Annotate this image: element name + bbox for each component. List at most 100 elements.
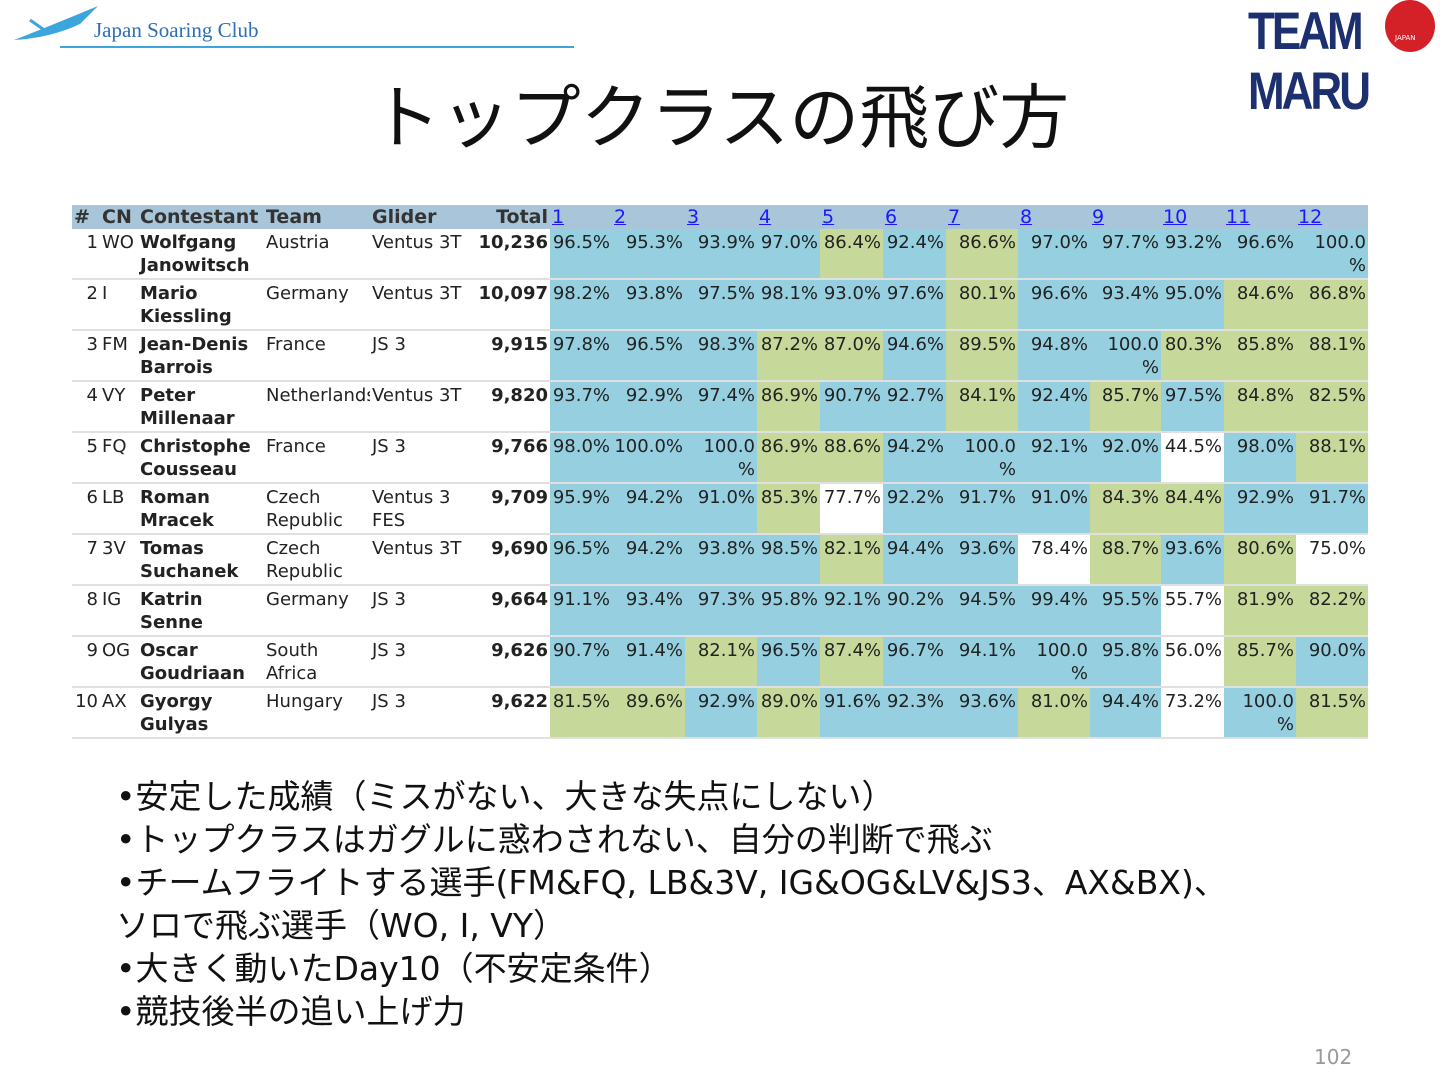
day-cell: 95.0% bbox=[1161, 279, 1224, 331]
day-link[interactable]: 3 bbox=[687, 206, 700, 228]
day-cell: 91.1% bbox=[550, 585, 612, 637]
day-cell: 95.8% bbox=[757, 585, 820, 637]
day-header: 6 bbox=[883, 205, 946, 229]
total-cell: 10,236 bbox=[464, 229, 550, 280]
column-header: CN bbox=[100, 205, 138, 229]
day-cell: 90.7% bbox=[550, 636, 612, 688]
glider-cell: JS 3 bbox=[370, 636, 464, 688]
day-cell: 90.0% bbox=[1296, 636, 1368, 688]
day-cell: 96.6% bbox=[1018, 279, 1090, 331]
bullet-item: ソロで飛ぶ選手（WO, I, VY） bbox=[116, 906, 567, 945]
day-cell: 97.4% bbox=[685, 381, 757, 433]
day-link[interactable]: 7 bbox=[948, 206, 961, 228]
column-header: Team bbox=[264, 205, 370, 229]
day-cell: 98.1% bbox=[757, 279, 820, 331]
day-cell: 84.4% bbox=[1161, 483, 1224, 535]
contestant-cell: Roman Mracek bbox=[138, 483, 264, 535]
day-cell: 85.3% bbox=[757, 483, 820, 535]
glider-cell: Ventus 3T bbox=[370, 381, 464, 433]
total-cell: 9,626 bbox=[464, 636, 550, 688]
day-cell: 93.4% bbox=[612, 585, 685, 637]
contestant-cell: Gyorgy Gulyas bbox=[138, 687, 264, 739]
day-link[interactable]: 4 bbox=[759, 206, 772, 228]
day-cell: 92.3% bbox=[883, 687, 946, 739]
day-cell: 86.9% bbox=[757, 381, 820, 433]
rank-cell: 8 bbox=[72, 585, 100, 637]
day-cell: 97.5% bbox=[685, 279, 757, 331]
team-cell: Hungary bbox=[264, 687, 370, 739]
day-cell: 94.2% bbox=[612, 534, 685, 586]
day-cell: 93.0% bbox=[820, 279, 883, 331]
cn-cell: 3V bbox=[100, 534, 138, 586]
day-header: 9 bbox=[1090, 205, 1161, 229]
day-cell: 100.0% bbox=[946, 432, 1018, 484]
day-cell: 44.5% bbox=[1161, 432, 1224, 484]
day-cell: 99.4% bbox=[1018, 585, 1090, 637]
page-number: 102 bbox=[1314, 1045, 1353, 1069]
day-link[interactable]: 1 bbox=[552, 206, 565, 228]
results-table: # CN Contestant Team Glider Total 1 2 3 4 5 6 7 8 9 10 1… bbox=[72, 205, 1368, 739]
day-cell: 97.8% bbox=[550, 330, 612, 382]
cn-cell: I bbox=[100, 279, 138, 331]
day-header: 4 bbox=[757, 205, 820, 229]
day-cell: 93.8% bbox=[612, 279, 685, 331]
day-cell: 93.6% bbox=[946, 534, 1018, 586]
day-link[interactable]: 6 bbox=[885, 206, 898, 228]
day-cell: 80.1% bbox=[946, 279, 1018, 331]
logo-text: Japan Soaring Club bbox=[94, 18, 259, 42]
cn-cell: AX bbox=[100, 687, 138, 739]
day-cell: 96.5% bbox=[550, 534, 612, 586]
total-cell: 9,709 bbox=[464, 483, 550, 535]
day-cell: 89.0% bbox=[757, 687, 820, 739]
logo-rule bbox=[60, 46, 574, 48]
day-cell: 86.9% bbox=[757, 432, 820, 484]
day-cell: 91.0% bbox=[685, 483, 757, 535]
table-row: 4 VY Peter Millenaar Netherlands Ventus 3T 9,… bbox=[72, 381, 1368, 433]
total-cell: 10,097 bbox=[464, 279, 550, 331]
team-cell: France bbox=[264, 432, 370, 484]
day-link[interactable]: 8 bbox=[1020, 206, 1033, 228]
day-link[interactable]: 5 bbox=[822, 206, 835, 228]
day-link[interactable]: 9 bbox=[1092, 206, 1105, 228]
contestant-cell: Wolfgang Janowitsch bbox=[138, 229, 264, 280]
day-cell: 84.6% bbox=[1224, 279, 1296, 331]
day-cell: 97.7% bbox=[1090, 229, 1161, 280]
day-cell: 88.7% bbox=[1090, 534, 1161, 586]
day-link[interactable]: 12 bbox=[1298, 206, 1323, 228]
glider-cell: JS 3 bbox=[370, 432, 464, 484]
day-cell: 81.0% bbox=[1018, 687, 1090, 739]
day-cell: 94.2% bbox=[883, 432, 946, 484]
day-cell: 100.0% bbox=[612, 432, 685, 484]
logo-badge: JAPAN bbox=[1385, 0, 1435, 52]
day-header: 2 bbox=[612, 205, 685, 229]
day-cell: 94.6% bbox=[883, 330, 946, 382]
bullet-item: •大きく動いたDay10（不安定条件） bbox=[116, 949, 672, 988]
day-link[interactable]: 11 bbox=[1226, 206, 1251, 228]
day-cell: 92.2% bbox=[883, 483, 946, 535]
day-cell: 85.8% bbox=[1224, 330, 1296, 382]
rank-cell: 3 bbox=[72, 330, 100, 382]
column-header: Total bbox=[464, 205, 550, 229]
logo-right: TEAM MARU JAPAN bbox=[1240, 0, 1440, 121]
rank-cell: 5 bbox=[72, 432, 100, 484]
team-cell: Czech Republic bbox=[264, 534, 370, 586]
day-cell: 93.9% bbox=[685, 229, 757, 280]
team-cell: South Africa bbox=[264, 636, 370, 688]
day-cell: 55.7% bbox=[1161, 585, 1224, 637]
day-cell: 87.4% bbox=[820, 636, 883, 688]
day-link[interactable]: 2 bbox=[614, 206, 627, 228]
day-cell: 84.1% bbox=[946, 381, 1018, 433]
day-cell: 56.0% bbox=[1161, 636, 1224, 688]
contestant-cell: Katrin Senne bbox=[138, 585, 264, 637]
day-cell: 90.2% bbox=[883, 585, 946, 637]
table-row: 6 LB Roman Mracek Czech Republic Ventus 3 FE… bbox=[72, 483, 1368, 535]
day-link[interactable]: 10 bbox=[1163, 206, 1188, 228]
day-cell: 88.1% bbox=[1296, 432, 1368, 484]
day-cell: 98.5% bbox=[757, 534, 820, 586]
rank-cell: 1 bbox=[72, 229, 100, 280]
cn-cell: WO bbox=[100, 229, 138, 280]
day-cell: 80.6% bbox=[1224, 534, 1296, 586]
day-cell: 92.9% bbox=[612, 381, 685, 433]
day-cell: 100.0% bbox=[1018, 636, 1090, 688]
rank-cell: 2 bbox=[72, 279, 100, 331]
